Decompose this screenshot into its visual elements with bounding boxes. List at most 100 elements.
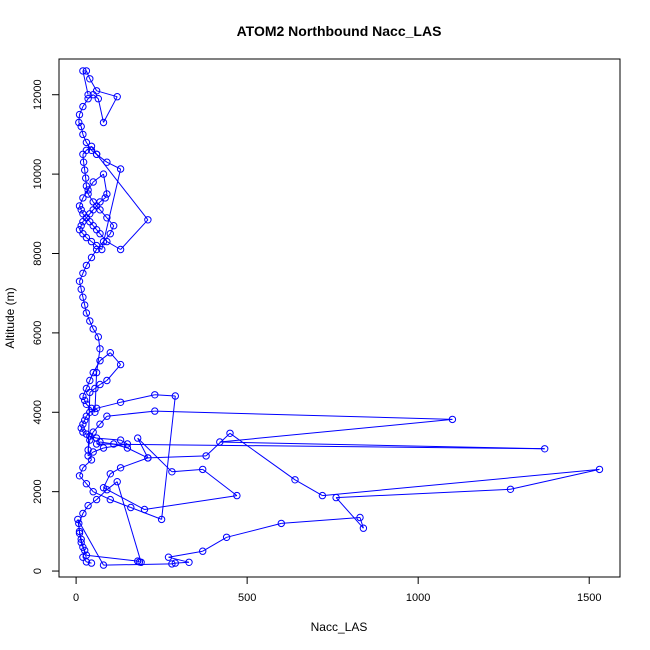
series-segment	[92, 173, 104, 183]
data-point	[110, 222, 118, 230]
series-segment	[89, 221, 94, 227]
data-point	[81, 396, 89, 405]
series-segment	[85, 178, 87, 187]
data-point	[79, 130, 87, 139]
data-point	[79, 67, 87, 75]
series-segment	[79, 281, 82, 290]
series-segment	[103, 233, 111, 242]
series-segment	[79, 273, 84, 282]
series-segment	[120, 219, 149, 250]
y-tick-label: 0	[32, 568, 44, 574]
series-segment	[82, 505, 89, 514]
data-point	[226, 429, 234, 437]
series-segment	[82, 459, 92, 469]
data-point	[89, 488, 97, 496]
data-point	[77, 206, 85, 214]
data-point	[77, 285, 85, 293]
series-segment	[85, 312, 91, 322]
data-point	[94, 95, 103, 103]
data-point	[110, 440, 118, 448]
series-segment	[79, 197, 84, 207]
data-point	[82, 233, 91, 242]
data-point	[277, 519, 285, 528]
data-point	[134, 557, 142, 565]
data-point	[164, 553, 173, 561]
series-segment	[82, 265, 87, 274]
x-axis-label: Nacc_LAS	[311, 620, 368, 634]
data-point	[199, 547, 207, 555]
data-point	[127, 503, 135, 512]
data-point	[89, 325, 97, 333]
data-point	[75, 110, 84, 119]
series-segment	[86, 483, 94, 493]
data-point	[87, 237, 96, 246]
data-point	[82, 309, 91, 317]
series-segment	[127, 447, 149, 459]
series-segment	[106, 481, 118, 491]
series-segment	[510, 468, 600, 490]
series-segment	[96, 443, 545, 450]
data-point	[86, 75, 94, 83]
y-tick-label: 4000	[32, 400, 44, 424]
data-point	[79, 553, 87, 561]
series-segment	[89, 209, 94, 215]
data-point	[84, 91, 92, 99]
data-point	[79, 293, 87, 301]
series-segment	[202, 536, 227, 552]
data-point	[92, 495, 101, 504]
data-point	[99, 484, 108, 492]
data-point	[77, 535, 85, 543]
series-segment	[103, 473, 111, 488]
data-point	[79, 194, 87, 202]
series-segment	[82, 388, 87, 397]
data-point	[89, 448, 97, 456]
data-point	[87, 559, 96, 567]
data-point	[82, 182, 91, 190]
series-segment	[79, 106, 84, 115]
data-point	[222, 533, 231, 541]
series-segment	[96, 201, 101, 207]
data-point	[99, 237, 108, 246]
data-point	[216, 438, 224, 446]
series-segment	[82, 134, 87, 143]
series-segment	[79, 229, 84, 235]
chart-title: ATOM2 Northbound Nacc_LAS	[237, 23, 442, 39]
data-point	[77, 122, 85, 131]
series-segment	[99, 233, 108, 242]
series-segment	[86, 554, 138, 562]
data-point	[87, 253, 96, 262]
data-point	[81, 166, 89, 174]
series-segment	[106, 217, 115, 227]
series-segment	[82, 70, 89, 95]
data-point	[99, 444, 108, 452]
series-segment	[99, 415, 108, 425]
series-segment	[96, 153, 108, 163]
y-tick-label: 12000	[32, 79, 44, 110]
data-point	[79, 509, 87, 518]
series-segment	[96, 401, 121, 409]
data-point	[79, 269, 87, 277]
data-point	[144, 216, 152, 224]
data-point	[116, 360, 125, 369]
data-point	[99, 561, 108, 569]
data-point	[106, 349, 115, 357]
data-point	[92, 434, 101, 442]
data-point	[103, 237, 111, 246]
data-point	[199, 465, 207, 474]
data-point	[448, 415, 457, 424]
data-point	[91, 408, 99, 416]
data-point	[541, 445, 549, 453]
data-point	[116, 436, 125, 444]
series-segment	[281, 517, 361, 524]
series-segment	[154, 410, 453, 420]
data-point	[506, 485, 515, 493]
series-segment	[101, 168, 122, 250]
data-point	[140, 505, 149, 514]
data-point	[75, 472, 84, 480]
data-point	[103, 412, 111, 420]
data-point	[89, 178, 97, 186]
data-point	[75, 519, 83, 528]
series-segment	[85, 257, 92, 266]
data-point	[77, 538, 85, 547]
